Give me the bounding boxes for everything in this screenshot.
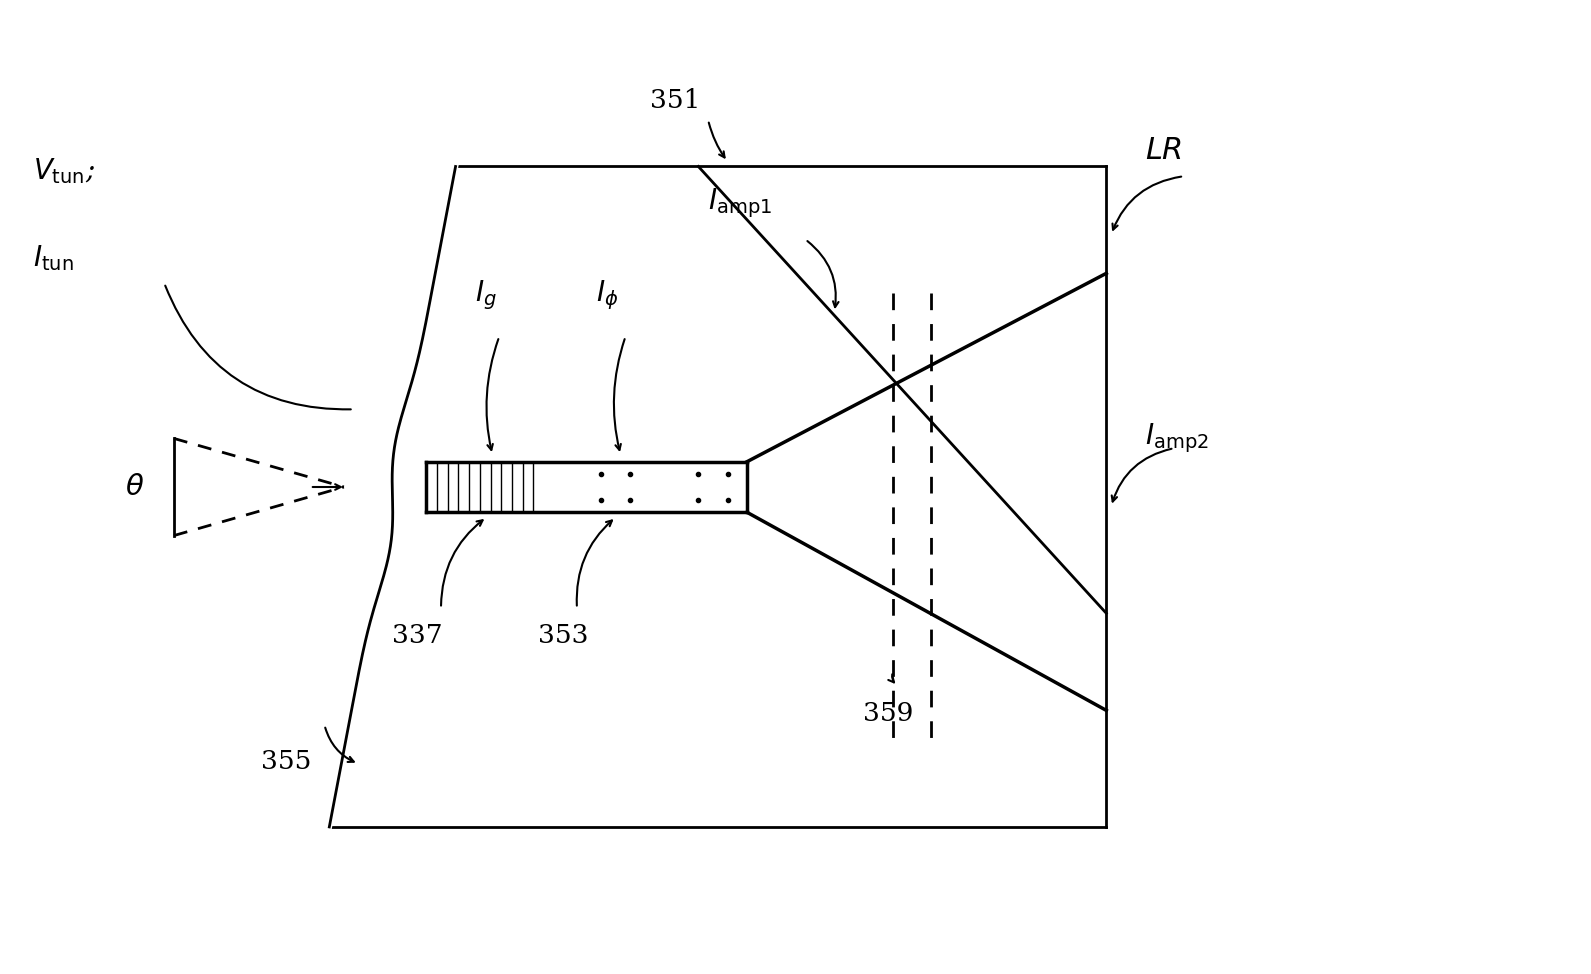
Text: $\theta$: $\theta$	[126, 473, 145, 501]
Text: $V_{\mathrm{tun}}$;: $V_{\mathrm{tun}}$;	[33, 156, 95, 186]
Text: 359: 359	[864, 700, 913, 726]
Text: $I_{\phi}$: $I_{\phi}$	[597, 279, 619, 313]
Text: $I_{\mathrm{amp1}}$: $I_{\mathrm{amp1}}$	[708, 186, 772, 220]
Text: 351: 351	[649, 88, 700, 113]
Text: $I_{\mathrm{tun}}$: $I_{\mathrm{tun}}$	[33, 244, 73, 274]
Text: 353: 353	[538, 623, 589, 648]
Text: 337: 337	[393, 623, 442, 648]
Text: 355: 355	[261, 749, 312, 774]
Text: $I_g$: $I_g$	[476, 279, 496, 313]
Text: $LR$: $LR$	[1146, 135, 1182, 167]
Text: $I_{\mathrm{amp2}}$: $I_{\mathrm{amp2}}$	[1146, 422, 1209, 455]
